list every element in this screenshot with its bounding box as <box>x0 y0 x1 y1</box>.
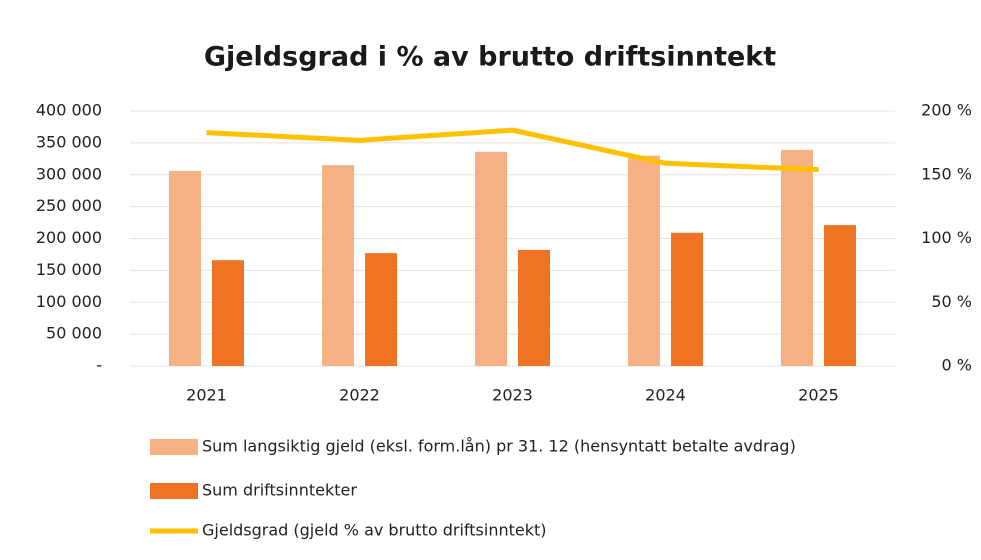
legend-label: Sum langsiktig gjeld (eksl. form.lån) pr… <box>202 437 796 456</box>
legend-label: Sum driftsinntekter <box>202 481 357 500</box>
y-tick-label: 200 000 <box>36 228 102 247</box>
y2-tick-label: 200 % <box>921 101 972 120</box>
y-tick-label: 150 000 <box>36 260 102 279</box>
y-tick-label: - <box>96 356 102 375</box>
bar <box>781 149 813 366</box>
x-tick-label: 2022 <box>339 386 380 405</box>
x-tick-label: 2024 <box>645 386 686 405</box>
bar <box>824 225 856 366</box>
x-tick-label: 2023 <box>492 386 533 405</box>
y-tick-label: 350 000 <box>36 132 102 151</box>
y2-tick-label: 50 % <box>931 292 972 311</box>
legend-label: Gjeldsgrad (gjeld % av brutto driftsinnt… <box>202 521 547 540</box>
line <box>206 127 819 173</box>
bar <box>365 253 397 366</box>
x-tick-label: 2021 <box>186 386 227 405</box>
bar <box>322 165 354 366</box>
chart-title: Gjeldsgrad i % av brutto driftsinntekt <box>204 42 776 73</box>
y2-tick-label: 150 % <box>921 164 972 183</box>
y2-tick-label: 0 % <box>942 356 972 375</box>
y2-tick-label: 100 % <box>921 228 972 247</box>
y-tick-label: 400 000 <box>36 101 102 120</box>
y-tick-label: 250 000 <box>36 196 102 215</box>
legend-swatch <box>150 439 198 455</box>
x-tick-label: 2025 <box>798 386 839 405</box>
y-tick-label: 100 000 <box>36 292 102 311</box>
bar <box>475 151 507 366</box>
y-tick-label: 50 000 <box>46 324 102 343</box>
y-tick-label: 300 000 <box>36 164 102 183</box>
bar <box>169 170 201 366</box>
bar <box>671 232 703 366</box>
bar <box>518 249 550 366</box>
bar <box>212 260 244 366</box>
bar <box>628 155 660 366</box>
legend-swatch <box>150 483 198 499</box>
